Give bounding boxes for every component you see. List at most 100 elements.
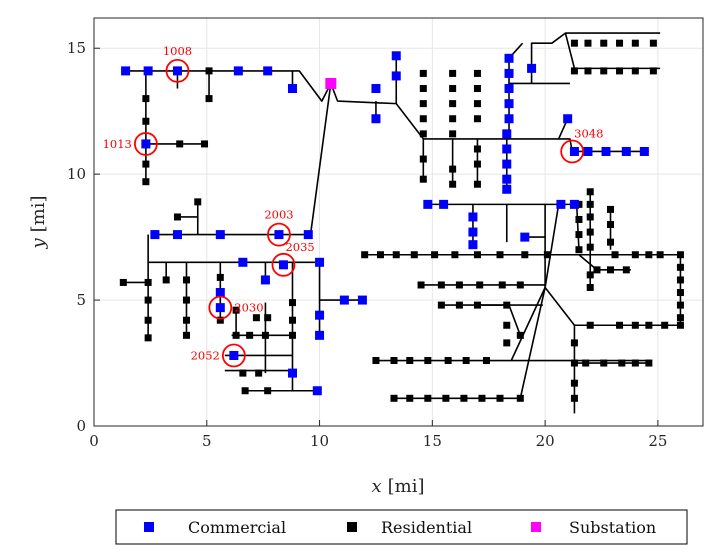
y-tick-label: 0 (76, 417, 86, 435)
commercial-node (278, 260, 288, 270)
residential-node (239, 369, 247, 377)
y-axis-label: y[mi] (28, 195, 49, 249)
residential-node (232, 306, 240, 314)
legend-substation-label: Substation (569, 518, 656, 537)
residential-node (182, 276, 190, 284)
residential-node (473, 115, 481, 123)
residential-node (460, 394, 468, 402)
residential-node (516, 394, 524, 402)
residential-node (570, 339, 578, 347)
residential-node (607, 266, 615, 274)
residential-node (496, 251, 504, 259)
residential-node (437, 281, 445, 289)
residential-node (419, 85, 427, 93)
x-tick-label: 15 (423, 432, 442, 450)
residential-node (406, 357, 414, 365)
legend-box (115, 509, 688, 545)
residential-node (410, 251, 418, 259)
residential-node (607, 205, 615, 213)
residential-node (451, 251, 459, 259)
residential-node (449, 130, 457, 138)
residential-node (593, 266, 601, 274)
residential-node (162, 276, 170, 284)
residential-node (676, 263, 684, 271)
node-markers (119, 39, 684, 402)
residential-node (473, 69, 481, 77)
residential-node (424, 357, 432, 365)
residential-node (455, 301, 463, 309)
residential-node (575, 200, 583, 208)
residential-node (584, 39, 592, 47)
residential-node (478, 394, 486, 402)
commercial-node (504, 53, 514, 63)
residential-node (498, 281, 506, 289)
residential-node (255, 369, 263, 377)
residential-node (586, 271, 594, 279)
legend-residential-marker (347, 522, 357, 532)
commercial-node (229, 350, 239, 360)
y-tick-label: 5 (76, 291, 86, 309)
residential-node (575, 246, 583, 254)
highlight-circle (267, 222, 291, 247)
x-tick-label: 20 (536, 432, 555, 450)
residential-node (676, 289, 684, 297)
residential-node (419, 155, 427, 163)
residential-node (473, 251, 481, 259)
commercial-node (569, 146, 579, 156)
residential-node (676, 251, 684, 259)
residential-node (216, 316, 224, 324)
residential-node (645, 321, 653, 329)
residential-node (649, 39, 657, 47)
residential-node (476, 281, 484, 289)
residential-node (631, 251, 639, 259)
legend: Commercial Residential Substation (115, 509, 688, 545)
commercial-node (357, 295, 367, 305)
residential-node (372, 357, 380, 365)
commercial-node (601, 146, 611, 156)
commercial-node (502, 129, 512, 139)
residential-node (431, 251, 439, 259)
legend-residential-label: Residential (381, 518, 472, 537)
commercial-node (143, 66, 153, 76)
residential-node (473, 85, 481, 93)
node-label: 1013 (103, 137, 132, 151)
residential-node (144, 296, 152, 304)
residential-node (649, 67, 657, 75)
residential-node (661, 321, 669, 329)
residential-node (582, 359, 590, 367)
residential-node (419, 115, 427, 123)
commercial-node (502, 144, 512, 154)
commercial-node (502, 174, 512, 184)
legend-commercial-marker (144, 522, 154, 532)
residential-node (182, 331, 190, 339)
commercial-node (315, 310, 325, 320)
commercial-node (172, 230, 182, 240)
residential-node (521, 251, 529, 259)
node-label: 3048 (574, 126, 603, 140)
feeder-line (575, 204, 580, 250)
residential-node (586, 228, 594, 236)
commercial-node (423, 199, 433, 209)
commercial-node (260, 275, 270, 285)
residential-node (586, 213, 594, 221)
highlighted-nodes: 1008 1013 3048 2003 2035 2030 2052 (103, 44, 603, 368)
commercial-node (569, 199, 579, 209)
y-tick-label: 15 (67, 39, 86, 57)
commercial-node (621, 146, 631, 156)
residential-node (144, 334, 152, 342)
highlight-circle (165, 58, 190, 83)
residential-node (570, 39, 578, 47)
axis-ticks: 0 5 10 15 20 25 0 5 10 15 (67, 39, 668, 450)
commercial-node (150, 230, 160, 240)
feeder-line (530, 32, 661, 84)
residential-node (449, 85, 457, 93)
residential-node (261, 331, 269, 339)
residential-node (600, 67, 608, 75)
residential-node (570, 67, 578, 75)
residential-node (205, 67, 213, 75)
commercial-node (391, 71, 401, 81)
commercial-node (504, 99, 514, 109)
commercial-node (287, 84, 297, 94)
commercial-node (504, 114, 514, 124)
